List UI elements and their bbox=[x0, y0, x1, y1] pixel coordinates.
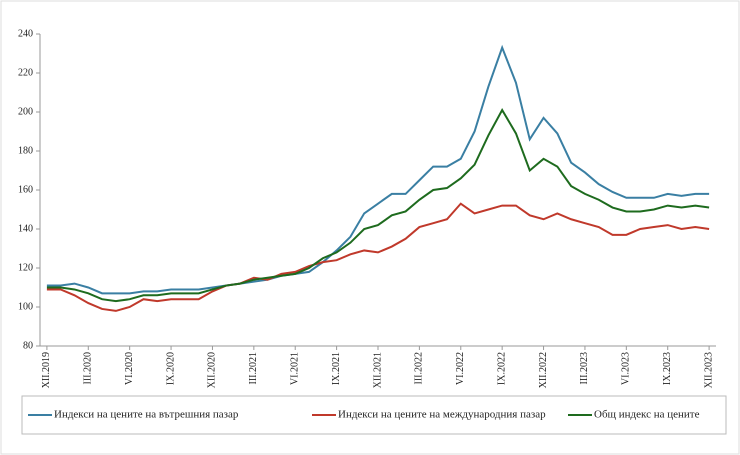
x-tick-label: XII.2023 bbox=[703, 352, 714, 388]
x-tick-label: XII.2022 bbox=[538, 352, 549, 388]
x-tick-label: XII.2020 bbox=[207, 352, 218, 388]
legend-box bbox=[21, 395, 727, 435]
series-line bbox=[46, 108, 710, 303]
y-tick-label: 100 bbox=[18, 301, 33, 312]
y-tick-label: 120 bbox=[18, 262, 33, 273]
legend-label: Индекси на цените на вътрешния пазар bbox=[54, 409, 239, 421]
x-tick-label: IX.2023 bbox=[662, 352, 673, 385]
y-tick-label: 80 bbox=[23, 340, 33, 351]
legend-label: Общ индекс на цените bbox=[594, 409, 700, 421]
series-line bbox=[46, 202, 710, 312]
y-tick-label: 220 bbox=[18, 67, 33, 78]
x-tick-label: VI.2021 bbox=[290, 352, 301, 385]
y-tick-label: 160 bbox=[18, 184, 33, 195]
x-tick-label: IX.2022 bbox=[496, 352, 507, 385]
y-tick-label: 180 bbox=[18, 145, 33, 156]
x-tick-label: III.2021 bbox=[248, 352, 259, 385]
x-tick-label: VI.2020 bbox=[124, 352, 135, 385]
y-tick-label: 240 bbox=[18, 28, 33, 39]
x-tick-label: VI.2022 bbox=[455, 352, 466, 385]
x-tick-label: VI.2023 bbox=[621, 352, 632, 385]
y-tick-label: 200 bbox=[18, 106, 33, 117]
x-tick-label: XII.2019 bbox=[41, 352, 52, 388]
x-tick-label: IX.2020 bbox=[165, 352, 176, 385]
series-line bbox=[46, 44, 710, 295]
x-tick-label: III.2020 bbox=[83, 352, 94, 385]
y-tick-label: 140 bbox=[18, 223, 33, 234]
x-tick-label: IX.2021 bbox=[331, 352, 342, 385]
x-tick-label: III.2023 bbox=[579, 352, 590, 385]
legend-label: Индекси на цените на международния пазар bbox=[338, 409, 546, 421]
x-tick-label: III.2022 bbox=[414, 352, 425, 385]
x-tick-label: XII.2021 bbox=[372, 352, 383, 388]
